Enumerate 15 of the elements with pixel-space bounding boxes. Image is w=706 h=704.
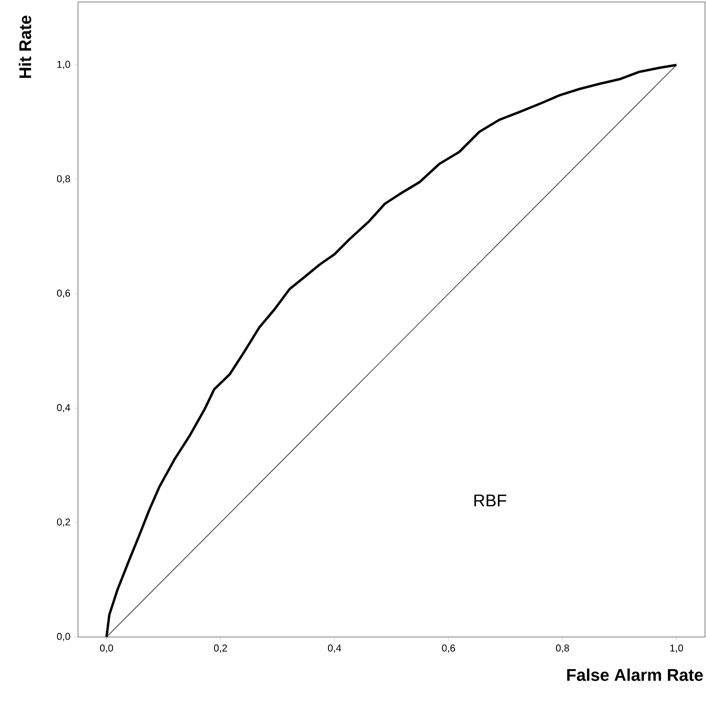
x-tick-label: 1,0 [670,644,684,653]
y-tick-label: 0,4 [57,404,70,412]
y-tick-label: 1,0 [57,60,70,70]
y-tick-label: 0,0 [57,632,70,642]
annotation: RBF [474,494,506,506]
x-tick-label: 0,6 [442,644,455,653]
y-tick-label: 0,2 [57,518,70,527]
x-tick-label: 0,2 [214,644,227,653]
y-tick-label: 0,8 [57,175,70,184]
y-axis-title: Hit Rate [18,16,32,78]
x-tick-label: 0,4 [328,644,342,653]
x-tick-label: 0,0 [100,644,114,653]
x-axis-title: False Alarm Rate [567,668,703,681]
x-tick-label: 0,8 [556,644,569,653]
y-tick-label: 0,6 [57,290,70,298]
